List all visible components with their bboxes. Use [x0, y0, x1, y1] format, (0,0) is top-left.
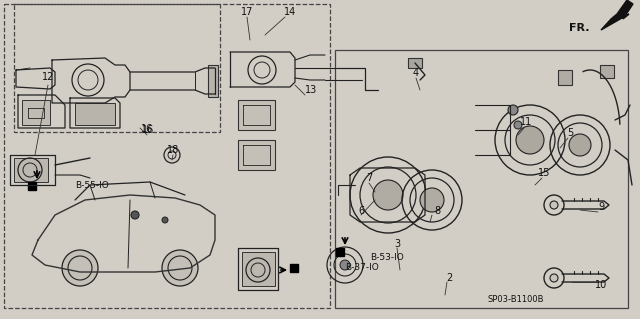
Text: 12: 12 — [42, 72, 54, 82]
Text: SP03-B1100B: SP03-B1100B — [488, 295, 545, 305]
Text: 18: 18 — [167, 145, 179, 155]
Bar — [238, 140, 275, 170]
Bar — [238, 100, 275, 130]
Text: B-37-IO: B-37-IO — [345, 263, 379, 272]
Text: 17: 17 — [241, 7, 253, 17]
Bar — [290, 264, 298, 272]
Text: 8: 8 — [434, 206, 440, 216]
Text: 4: 4 — [413, 68, 419, 78]
Circle shape — [514, 121, 522, 129]
Bar — [336, 248, 344, 256]
Text: B-55-IO: B-55-IO — [75, 182, 109, 190]
Text: 16: 16 — [141, 124, 153, 134]
Text: FR.: FR. — [570, 23, 590, 33]
Circle shape — [340, 260, 350, 270]
Text: 15: 15 — [538, 168, 550, 178]
Text: 11: 11 — [520, 117, 532, 127]
Text: 9: 9 — [598, 202, 604, 212]
Circle shape — [131, 211, 139, 219]
Text: 13: 13 — [305, 85, 317, 95]
Circle shape — [162, 217, 168, 223]
Bar — [4, 4, 330, 308]
Bar — [558, 70, 572, 85]
Text: 5: 5 — [567, 128, 573, 138]
Text: 10: 10 — [595, 280, 607, 290]
Bar — [22, 100, 50, 125]
Bar — [208, 65, 218, 97]
Text: 3: 3 — [394, 239, 400, 249]
Circle shape — [516, 126, 544, 154]
Bar — [75, 103, 115, 125]
Bar — [600, 65, 614, 78]
Circle shape — [420, 188, 444, 212]
Text: 2: 2 — [446, 273, 452, 283]
Bar — [242, 252, 275, 286]
Text: B-53-IO: B-53-IO — [370, 253, 404, 262]
Circle shape — [162, 250, 198, 286]
Bar — [408, 58, 422, 68]
Circle shape — [550, 274, 558, 282]
Bar — [14, 158, 48, 182]
Bar — [28, 182, 36, 190]
Bar — [335, 50, 628, 308]
Circle shape — [569, 134, 591, 156]
Text: 14: 14 — [284, 7, 296, 17]
Text: 7: 7 — [366, 173, 372, 183]
Bar — [14, 4, 220, 132]
Circle shape — [508, 105, 518, 115]
Circle shape — [373, 180, 403, 210]
Circle shape — [62, 250, 98, 286]
Text: 6: 6 — [358, 206, 364, 216]
Polygon shape — [601, 0, 633, 30]
Circle shape — [550, 201, 558, 209]
Text: 16: 16 — [142, 125, 154, 135]
